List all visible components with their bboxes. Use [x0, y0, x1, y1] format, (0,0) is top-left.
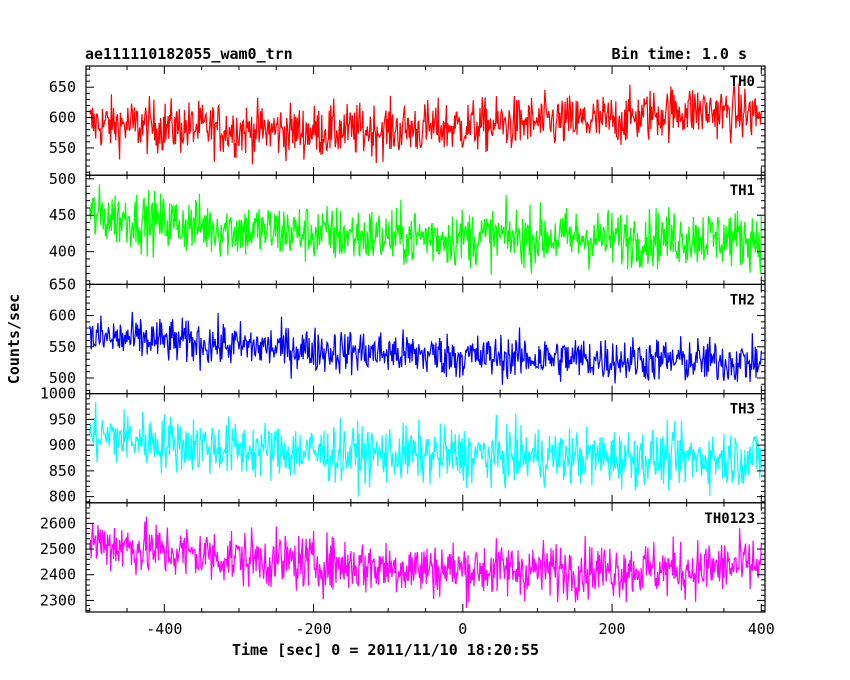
y-tick-label: 600 — [49, 307, 76, 325]
series-line-th3 — [89, 402, 762, 497]
y-tick-label: 600 — [49, 109, 76, 127]
x-tick-label: -400 — [146, 620, 182, 638]
panel-label-th3: TH3 — [730, 402, 755, 418]
series-line-th1 — [89, 184, 762, 275]
y-tick-label: 400 — [49, 243, 76, 261]
y-tick-label: 800 — [49, 488, 76, 506]
panel-label-th2: TH2 — [730, 292, 755, 308]
y-tick-label: 2500 — [40, 540, 76, 558]
y-tick-label: 500 — [49, 170, 76, 188]
y-tick-label: 950 — [49, 410, 76, 428]
bin-time-label: Bin time: 1.0 s — [611, 45, 747, 63]
y-axis-label: Counts/sec — [5, 294, 23, 384]
y-tick-label: 2300 — [40, 591, 76, 609]
x-axis-label: Time [sec] 0 = 2011/11/10 18:20:55 — [232, 641, 539, 659]
y-tick-label: 1000 — [40, 385, 76, 403]
series-line-th2 — [89, 311, 762, 385]
panel-label-th1: TH1 — [730, 183, 755, 199]
y-tick-label: 650 — [49, 275, 76, 293]
y-tick-label: 550 — [49, 139, 76, 157]
chart-title: ae111110182055_wam0_trn — [85, 45, 293, 63]
y-tick-label: 900 — [49, 436, 76, 454]
y-tick-label: 2600 — [40, 514, 76, 532]
y-tick-label: 650 — [49, 78, 76, 96]
panel-label-th0: TH0 — [730, 74, 755, 90]
y-tick-label: 850 — [49, 462, 76, 480]
panel-label-th0123: TH0123 — [704, 511, 755, 527]
x-tick-label: 200 — [598, 620, 625, 638]
y-tick-label: 550 — [49, 338, 76, 356]
y-tick-label: 2400 — [40, 566, 76, 584]
x-tick-label: 0 — [458, 620, 467, 638]
x-tick-label: -200 — [296, 620, 332, 638]
y-tick-label: 500 — [49, 369, 76, 387]
series-line-th0123 — [89, 516, 762, 609]
y-tick-label: 450 — [49, 206, 76, 224]
series-line-th0 — [89, 83, 762, 165]
x-tick-label: 400 — [748, 620, 775, 638]
